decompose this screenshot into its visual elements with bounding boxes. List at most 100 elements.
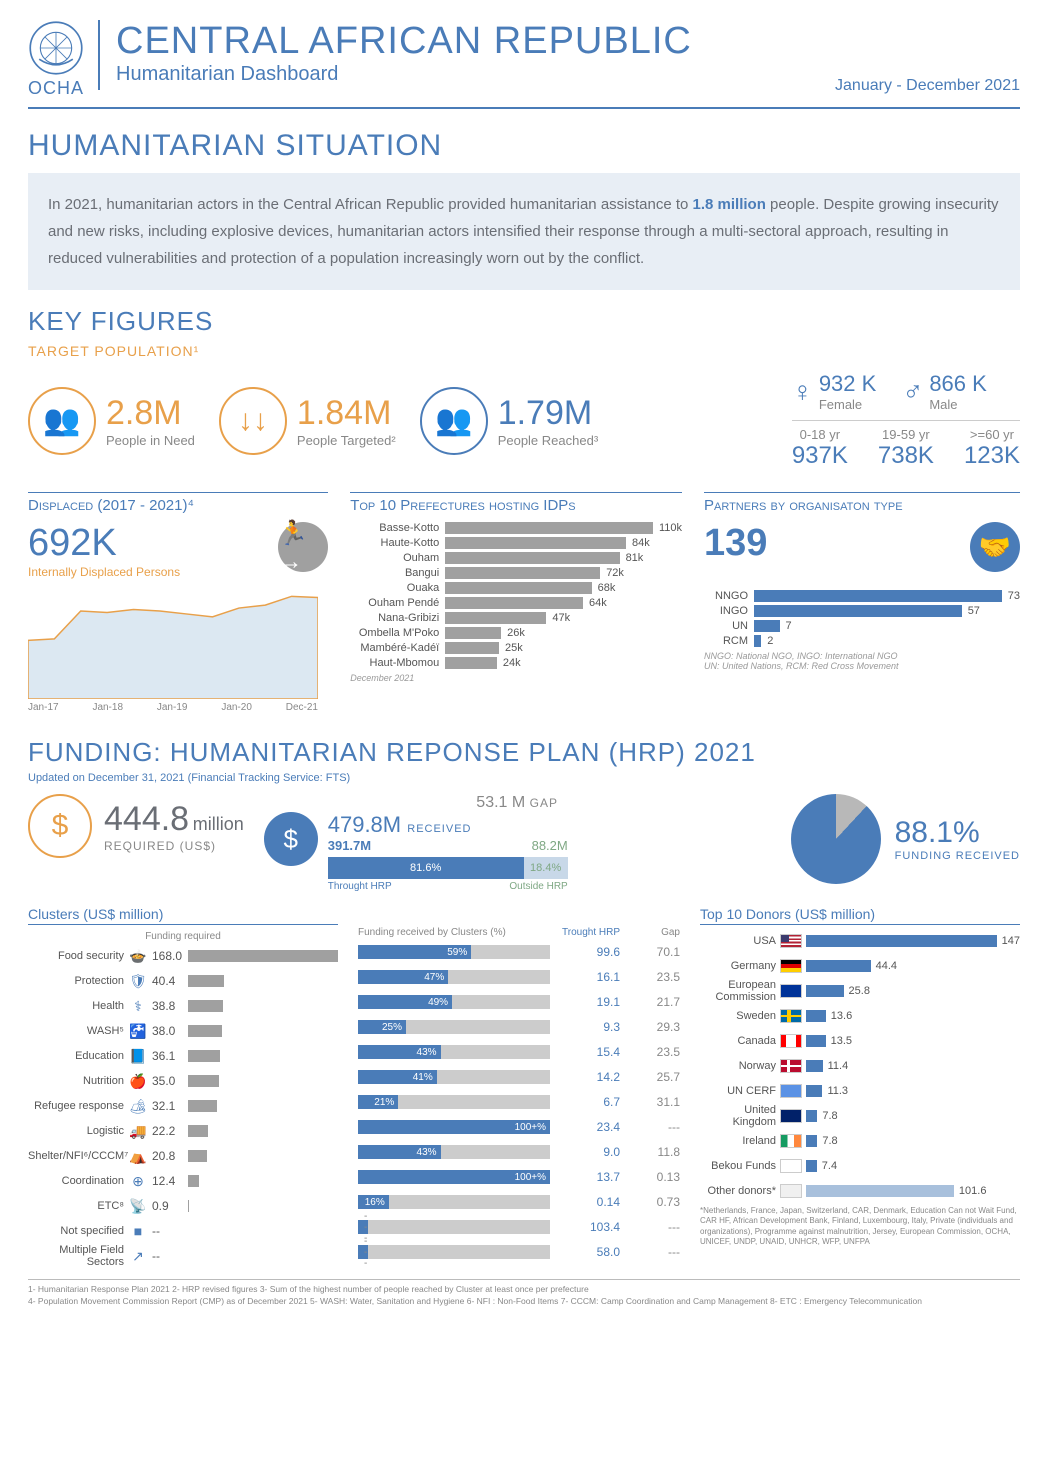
prefecture-name: Ouham [350, 552, 445, 564]
through-hrp-cell: 99.6 [550, 945, 620, 959]
cluster-name: WASH⁵ [28, 1025, 128, 1037]
cluster-value: 0.9 [148, 1199, 188, 1213]
pct-bar: 43% [358, 1045, 441, 1059]
cluster-icon: 🛡 [128, 973, 148, 990]
through-hrp-cell: 0.14 [550, 1195, 620, 1209]
money-bag-blue-icon: $ [264, 812, 318, 866]
prefecture-bar [445, 522, 653, 534]
prefecture-value: 68k [598, 582, 616, 594]
prefectures-panel: Top 10 Prefectures hosting IDPs Basse-Ko… [350, 492, 682, 713]
pct-bar: 47% [358, 970, 448, 984]
outside-hrp-label: Outside HRP [509, 881, 567, 892]
required-value: 444.8 [104, 800, 189, 838]
prefecture-bar [445, 597, 583, 609]
logo-block: OCHA [28, 20, 84, 99]
donor-value: 13.5 [831, 1035, 852, 1047]
partner-value: 73 [1008, 590, 1020, 602]
partner-name: INGO [704, 605, 754, 617]
date-range: January - December 2021 [835, 77, 1020, 95]
cluster-value: 38.8 [148, 999, 188, 1013]
partner-bar [754, 620, 780, 632]
kf-value: 2.8M [106, 394, 195, 433]
cluster-row: Health ⚕ 38.8 [28, 996, 338, 1016]
male-icon: ♂ [902, 376, 923, 408]
pie-label: FUNDING RECEIVED [895, 850, 1020, 862]
chart-x-label: Jan-19 [157, 702, 188, 713]
outside-hrp-value: 88.2M [532, 838, 568, 853]
cluster-row: Nutrition 🍎 35.0 [28, 1071, 338, 1091]
displaced-title: Displaced (2017 - 2021)⁴ [28, 492, 328, 514]
donor-row: Bekou Funds 7.4 [700, 1156, 1020, 1176]
gap-cell: 29.3 [620, 1020, 680, 1034]
donor-bar [806, 960, 871, 972]
kf-icon: ↓↓ [219, 387, 287, 455]
cluster-row: Coordination ⊕ 12.4 [28, 1171, 338, 1191]
donor-row: USA 147 [700, 931, 1020, 951]
female-icon: ♀ [792, 376, 813, 408]
pie-pct: 88.1% [895, 816, 1020, 850]
donor-name: USA [700, 935, 780, 947]
cluster-name: Protection [28, 975, 128, 987]
cluster-value: 35.0 [148, 1074, 188, 1088]
cf-header-3: Gap [620, 927, 680, 938]
kf-label: People Reached³ [498, 433, 598, 448]
gap-cell: 0.73 [620, 1195, 680, 1209]
cluster-bar [188, 975, 224, 987]
partner-bar [754, 590, 1002, 602]
partner-bar [754, 605, 962, 617]
section-title-situation: HUMANITARIAN SITUATION [28, 129, 1020, 163]
gap-cell: 31.1 [620, 1095, 680, 1109]
flag-icon [780, 1184, 802, 1198]
through-hrp-cell: 23.4 [550, 1120, 620, 1134]
title-block: CENTRAL AFRICAN REPUBLIC Humanitarian Da… [116, 20, 835, 86]
kf-label: People Targeted² [297, 433, 396, 448]
gap-cell: 23.5 [620, 970, 680, 984]
cluster-value: -- [148, 1224, 188, 1238]
pct-bar: --- [358, 1220, 368, 1234]
chart-x-label: Jan-20 [221, 702, 252, 713]
prefecture-name: Ombella M'Poko [350, 627, 445, 639]
through-hrp-cell: 58.0 [550, 1245, 620, 1259]
intro-pre: In 2021, humanitarian actors in the Cent… [48, 196, 693, 213]
donor-row: UN CERF 11.3 [700, 1081, 1020, 1101]
pct-bar: 100+% [358, 1120, 550, 1134]
donor-value: 7.8 [822, 1110, 837, 1122]
age-value: 738K [878, 442, 934, 470]
gap-cell: --- [620, 1120, 680, 1134]
money-bag-icon: $ [28, 794, 92, 858]
donors-title: Top 10 Donors (US$ million) [700, 906, 1020, 925]
donor-bar [806, 1135, 817, 1147]
donor-bar [806, 1110, 817, 1122]
donors-panel: Top 10 Donors (US$ million) USA 147 Germa… [700, 906, 1020, 1271]
donor-name: Ireland [700, 1135, 780, 1147]
running-icon: 🏃→ [278, 522, 328, 572]
donor-name: Bekou Funds [700, 1160, 780, 1172]
donor-row: Germany 44.4 [700, 956, 1020, 976]
donor-value: 7.8 [822, 1135, 837, 1147]
age-range: 0-18 yr [792, 427, 848, 442]
kf-label: People in Need [106, 433, 195, 448]
page-title: CENTRAL AFRICAN REPUBLIC [116, 20, 835, 63]
prefecture-row: Mambéré-Kadéï 25k [350, 642, 682, 654]
cluster-value: 32.1 [148, 1099, 188, 1113]
flag-icon [780, 1109, 802, 1123]
cluster-value: 40.4 [148, 974, 188, 988]
cluster-icon: 🏕 [128, 1098, 148, 1115]
situation-text: In 2021, humanitarian actors in the Cent… [28, 173, 1020, 290]
cluster-name: Logistic [28, 1125, 128, 1137]
through-hrp-cell: 19.1 [550, 995, 620, 1009]
cf-header-1: Funding received by Clusters (%) [358, 927, 550, 938]
cluster-funding-row: --- 103.4 --- [358, 1217, 680, 1237]
outside-hrp-pct: 18.4% [524, 857, 568, 879]
partner-row: RCM 2 [704, 635, 1020, 647]
demo-female: ♀ 932 KFemale [792, 371, 877, 412]
cluster-icon: 🍲 [128, 948, 148, 965]
donor-row: European Commission 25.8 [700, 981, 1020, 1001]
cluster-row: Protection 🛡 40.4 [28, 971, 338, 991]
donor-bar [806, 1060, 823, 1072]
prefecture-row: Ouaka 68k [350, 582, 682, 594]
flag-icon [780, 1134, 802, 1148]
funding-received-block: 53.1 M GAP $ 479.8M RECEIVED 391.7M 88.2… [264, 794, 771, 892]
cluster-row: Education 📘 36.1 [28, 1046, 338, 1066]
cluster-funding-row: 25% 9.3 29.3 [358, 1017, 680, 1037]
